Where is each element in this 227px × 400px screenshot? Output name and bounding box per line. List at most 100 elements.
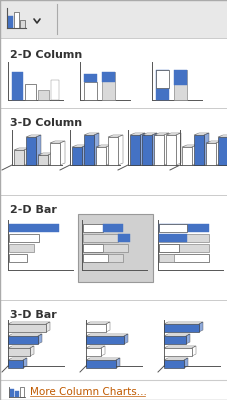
Polygon shape bbox=[191, 346, 195, 356]
Polygon shape bbox=[198, 322, 202, 332]
Bar bbox=[84, 74, 96, 82]
Bar bbox=[0, 108, 227, 109]
Bar bbox=[83, 224, 103, 232]
Polygon shape bbox=[8, 334, 42, 336]
Polygon shape bbox=[36, 135, 41, 165]
Polygon shape bbox=[129, 133, 144, 135]
Bar bbox=[141, 135, 151, 165]
Bar bbox=[86, 336, 123, 344]
Polygon shape bbox=[72, 145, 87, 147]
Bar bbox=[101, 72, 114, 82]
Polygon shape bbox=[86, 346, 105, 348]
Bar bbox=[155, 70, 168, 100]
Bar bbox=[8, 16, 13, 28]
Polygon shape bbox=[38, 153, 53, 155]
Bar bbox=[10, 389, 14, 397]
Bar bbox=[15, 391, 19, 397]
Polygon shape bbox=[24, 148, 29, 165]
Polygon shape bbox=[205, 141, 220, 143]
Bar bbox=[83, 234, 118, 242]
Bar bbox=[118, 234, 129, 242]
Bar bbox=[84, 82, 96, 100]
Polygon shape bbox=[215, 141, 220, 165]
Bar bbox=[0, 195, 227, 196]
Polygon shape bbox=[96, 145, 111, 147]
Polygon shape bbox=[26, 135, 41, 137]
Polygon shape bbox=[14, 148, 29, 150]
Text: More Column Charts...: More Column Charts... bbox=[30, 387, 146, 397]
Polygon shape bbox=[163, 346, 195, 348]
Bar bbox=[83, 244, 103, 252]
Polygon shape bbox=[217, 135, 227, 137]
Polygon shape bbox=[46, 322, 50, 332]
Bar bbox=[193, 135, 203, 165]
Polygon shape bbox=[30, 346, 34, 356]
Bar bbox=[86, 348, 101, 356]
Polygon shape bbox=[60, 141, 65, 165]
Polygon shape bbox=[106, 145, 111, 165]
Bar bbox=[25, 84, 36, 100]
Polygon shape bbox=[48, 153, 53, 165]
Bar bbox=[9, 224, 59, 232]
Polygon shape bbox=[108, 135, 122, 137]
Bar bbox=[158, 234, 186, 242]
Bar bbox=[20, 387, 24, 397]
Polygon shape bbox=[191, 145, 196, 165]
Bar bbox=[14, 12, 19, 28]
Bar bbox=[14, 150, 24, 165]
Polygon shape bbox=[183, 358, 187, 368]
Bar bbox=[163, 336, 185, 344]
Bar bbox=[86, 360, 116, 368]
Polygon shape bbox=[84, 133, 99, 135]
Polygon shape bbox=[38, 334, 42, 344]
Polygon shape bbox=[101, 346, 105, 356]
Bar bbox=[158, 254, 208, 262]
Bar bbox=[86, 324, 106, 332]
Polygon shape bbox=[163, 358, 187, 360]
Bar bbox=[26, 137, 36, 165]
Bar bbox=[78, 214, 152, 282]
Polygon shape bbox=[86, 358, 119, 360]
Polygon shape bbox=[106, 322, 109, 332]
Bar bbox=[155, 70, 168, 88]
Polygon shape bbox=[50, 141, 65, 143]
Bar bbox=[9, 234, 39, 242]
Bar bbox=[0, 300, 227, 301]
Bar bbox=[103, 224, 122, 232]
Bar bbox=[0, 38, 227, 39]
Bar bbox=[50, 143, 60, 165]
Bar bbox=[8, 348, 30, 356]
Text: 2-D Column: 2-D Column bbox=[10, 50, 82, 60]
Text: 2-D Bar: 2-D Bar bbox=[10, 205, 57, 215]
Bar bbox=[129, 135, 139, 165]
Polygon shape bbox=[193, 133, 208, 135]
Polygon shape bbox=[8, 322, 50, 324]
Bar bbox=[163, 348, 191, 356]
Polygon shape bbox=[203, 133, 208, 165]
Bar bbox=[158, 254, 173, 262]
Bar bbox=[38, 155, 48, 165]
Bar bbox=[101, 72, 114, 100]
Polygon shape bbox=[163, 322, 202, 324]
Bar bbox=[0, 0, 227, 38]
Polygon shape bbox=[8, 358, 27, 360]
Polygon shape bbox=[82, 145, 87, 165]
Polygon shape bbox=[165, 133, 180, 135]
Bar bbox=[158, 244, 208, 252]
Polygon shape bbox=[163, 133, 168, 165]
Bar bbox=[12, 72, 23, 100]
Polygon shape bbox=[185, 334, 189, 344]
Polygon shape bbox=[86, 334, 127, 336]
Bar bbox=[51, 80, 59, 100]
Bar bbox=[9, 254, 27, 262]
Polygon shape bbox=[116, 358, 119, 368]
Bar bbox=[9, 244, 34, 252]
Bar bbox=[20, 20, 25, 28]
Bar bbox=[181, 147, 191, 165]
Bar bbox=[173, 70, 186, 100]
Bar bbox=[38, 90, 49, 100]
Polygon shape bbox=[175, 133, 180, 165]
Bar bbox=[158, 244, 178, 252]
Bar bbox=[83, 254, 108, 262]
Polygon shape bbox=[151, 133, 156, 165]
